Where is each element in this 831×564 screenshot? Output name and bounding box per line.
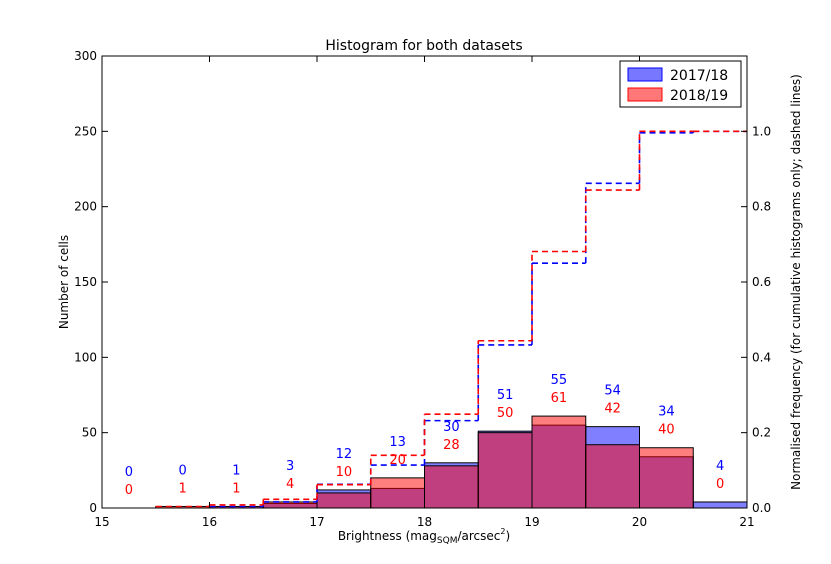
bar-2018-19 — [639, 447, 694, 509]
count-label-2017-18: 0 — [178, 463, 186, 478]
y2-tick-label: 0.0 — [752, 501, 771, 515]
y-axis-label: Number of cells — [57, 235, 71, 329]
legend: 2017/18 2018/19 — [619, 60, 742, 108]
bar-2018-19 — [531, 415, 587, 509]
count-label-2017-18: 3 — [286, 459, 294, 474]
y-tick-label: 100 — [74, 350, 97, 364]
count-label-2017-18: 51 — [497, 388, 514, 403]
bar-2018-19 — [477, 432, 533, 509]
count-label-2017-18: 54 — [604, 384, 621, 399]
x-tick-label: 19 — [524, 515, 539, 529]
legend-label-2018-19: 2018/19 — [670, 88, 728, 104]
axis-ticks: 15 16 17 18 19 20 210501001502002503000.00.20.… — [74, 49, 771, 529]
count-label-2017-18: 55 — [551, 373, 568, 388]
chart-title: Histogram for both datasets — [325, 38, 522, 54]
y2-tick-label: 0.2 — [752, 426, 771, 440]
histogram-bars — [155, 415, 748, 509]
y-tick-label: 150 — [74, 275, 97, 289]
x-tick-label: 16 — [202, 515, 217, 529]
x-tick-label: 17 — [309, 515, 324, 529]
count-label-2017-18: 4 — [716, 459, 724, 474]
count-label-2018-19: 42 — [604, 402, 621, 417]
count-label-2017-18: 12 — [336, 447, 353, 462]
count-label-2017-18: 30 — [443, 420, 460, 435]
count-label-2018-19: 10 — [336, 465, 353, 480]
y2-axis-label: Normalised frequency (for cumulative his… — [789, 74, 803, 490]
y-tick-label: 0 — [89, 501, 97, 515]
x-tick-label: 15 — [94, 515, 109, 529]
x-tick-label: 21 — [739, 515, 754, 529]
count-label-2017-18: 13 — [389, 435, 406, 450]
y-tick-label: 50 — [82, 426, 97, 440]
bar-2018-19 — [262, 501, 318, 509]
bar-2018-19 — [370, 477, 425, 509]
y2-tick-label: 0.8 — [752, 200, 771, 214]
count-label-2018-19: 0 — [716, 477, 724, 492]
count-label-2018-19: 1 — [232, 481, 240, 496]
cumulative-lines — [155, 130, 747, 508]
y2-tick-label: 0.6 — [752, 275, 771, 289]
bar-2017-18 — [692, 501, 748, 509]
count-label-2018-19: 50 — [497, 406, 514, 421]
count-label-2018-19: 0 — [125, 483, 133, 498]
count-label-2018-19: 61 — [551, 391, 568, 406]
x-tick-label: 20 — [632, 515, 647, 529]
legend-swatch-2018-19 — [627, 87, 663, 102]
count-label-2018-19: 20 — [389, 453, 406, 468]
x-axis-label: Brightness (magSQM/arcsec2) — [338, 527, 510, 546]
count-label-2018-19: 40 — [658, 423, 675, 438]
legend-label-2017-18: 2017/18 — [670, 68, 728, 84]
legend-swatch-2017-18 — [627, 67, 663, 82]
y-tick-label: 200 — [74, 200, 97, 214]
y-tick-label: 300 — [74, 49, 97, 63]
bar-2018-19 — [585, 444, 640, 509]
count-label-2018-19: 1 — [178, 481, 186, 496]
bar-2018-19 — [316, 492, 372, 509]
y2-tick-label: 1.0 — [752, 124, 771, 138]
count-label-2017-18: 34 — [658, 405, 675, 420]
count-label-2018-19: 4 — [286, 477, 294, 492]
x-tick-label: 18 — [417, 515, 432, 529]
count-label-2017-18: 1 — [232, 463, 240, 478]
bar-2018-19 — [424, 465, 479, 509]
count-label-2017-18: 0 — [125, 465, 133, 480]
count-label-2018-19: 28 — [443, 438, 460, 453]
y-tick-label: 250 — [74, 124, 97, 138]
y2-tick-label: 0.4 — [752, 350, 771, 364]
